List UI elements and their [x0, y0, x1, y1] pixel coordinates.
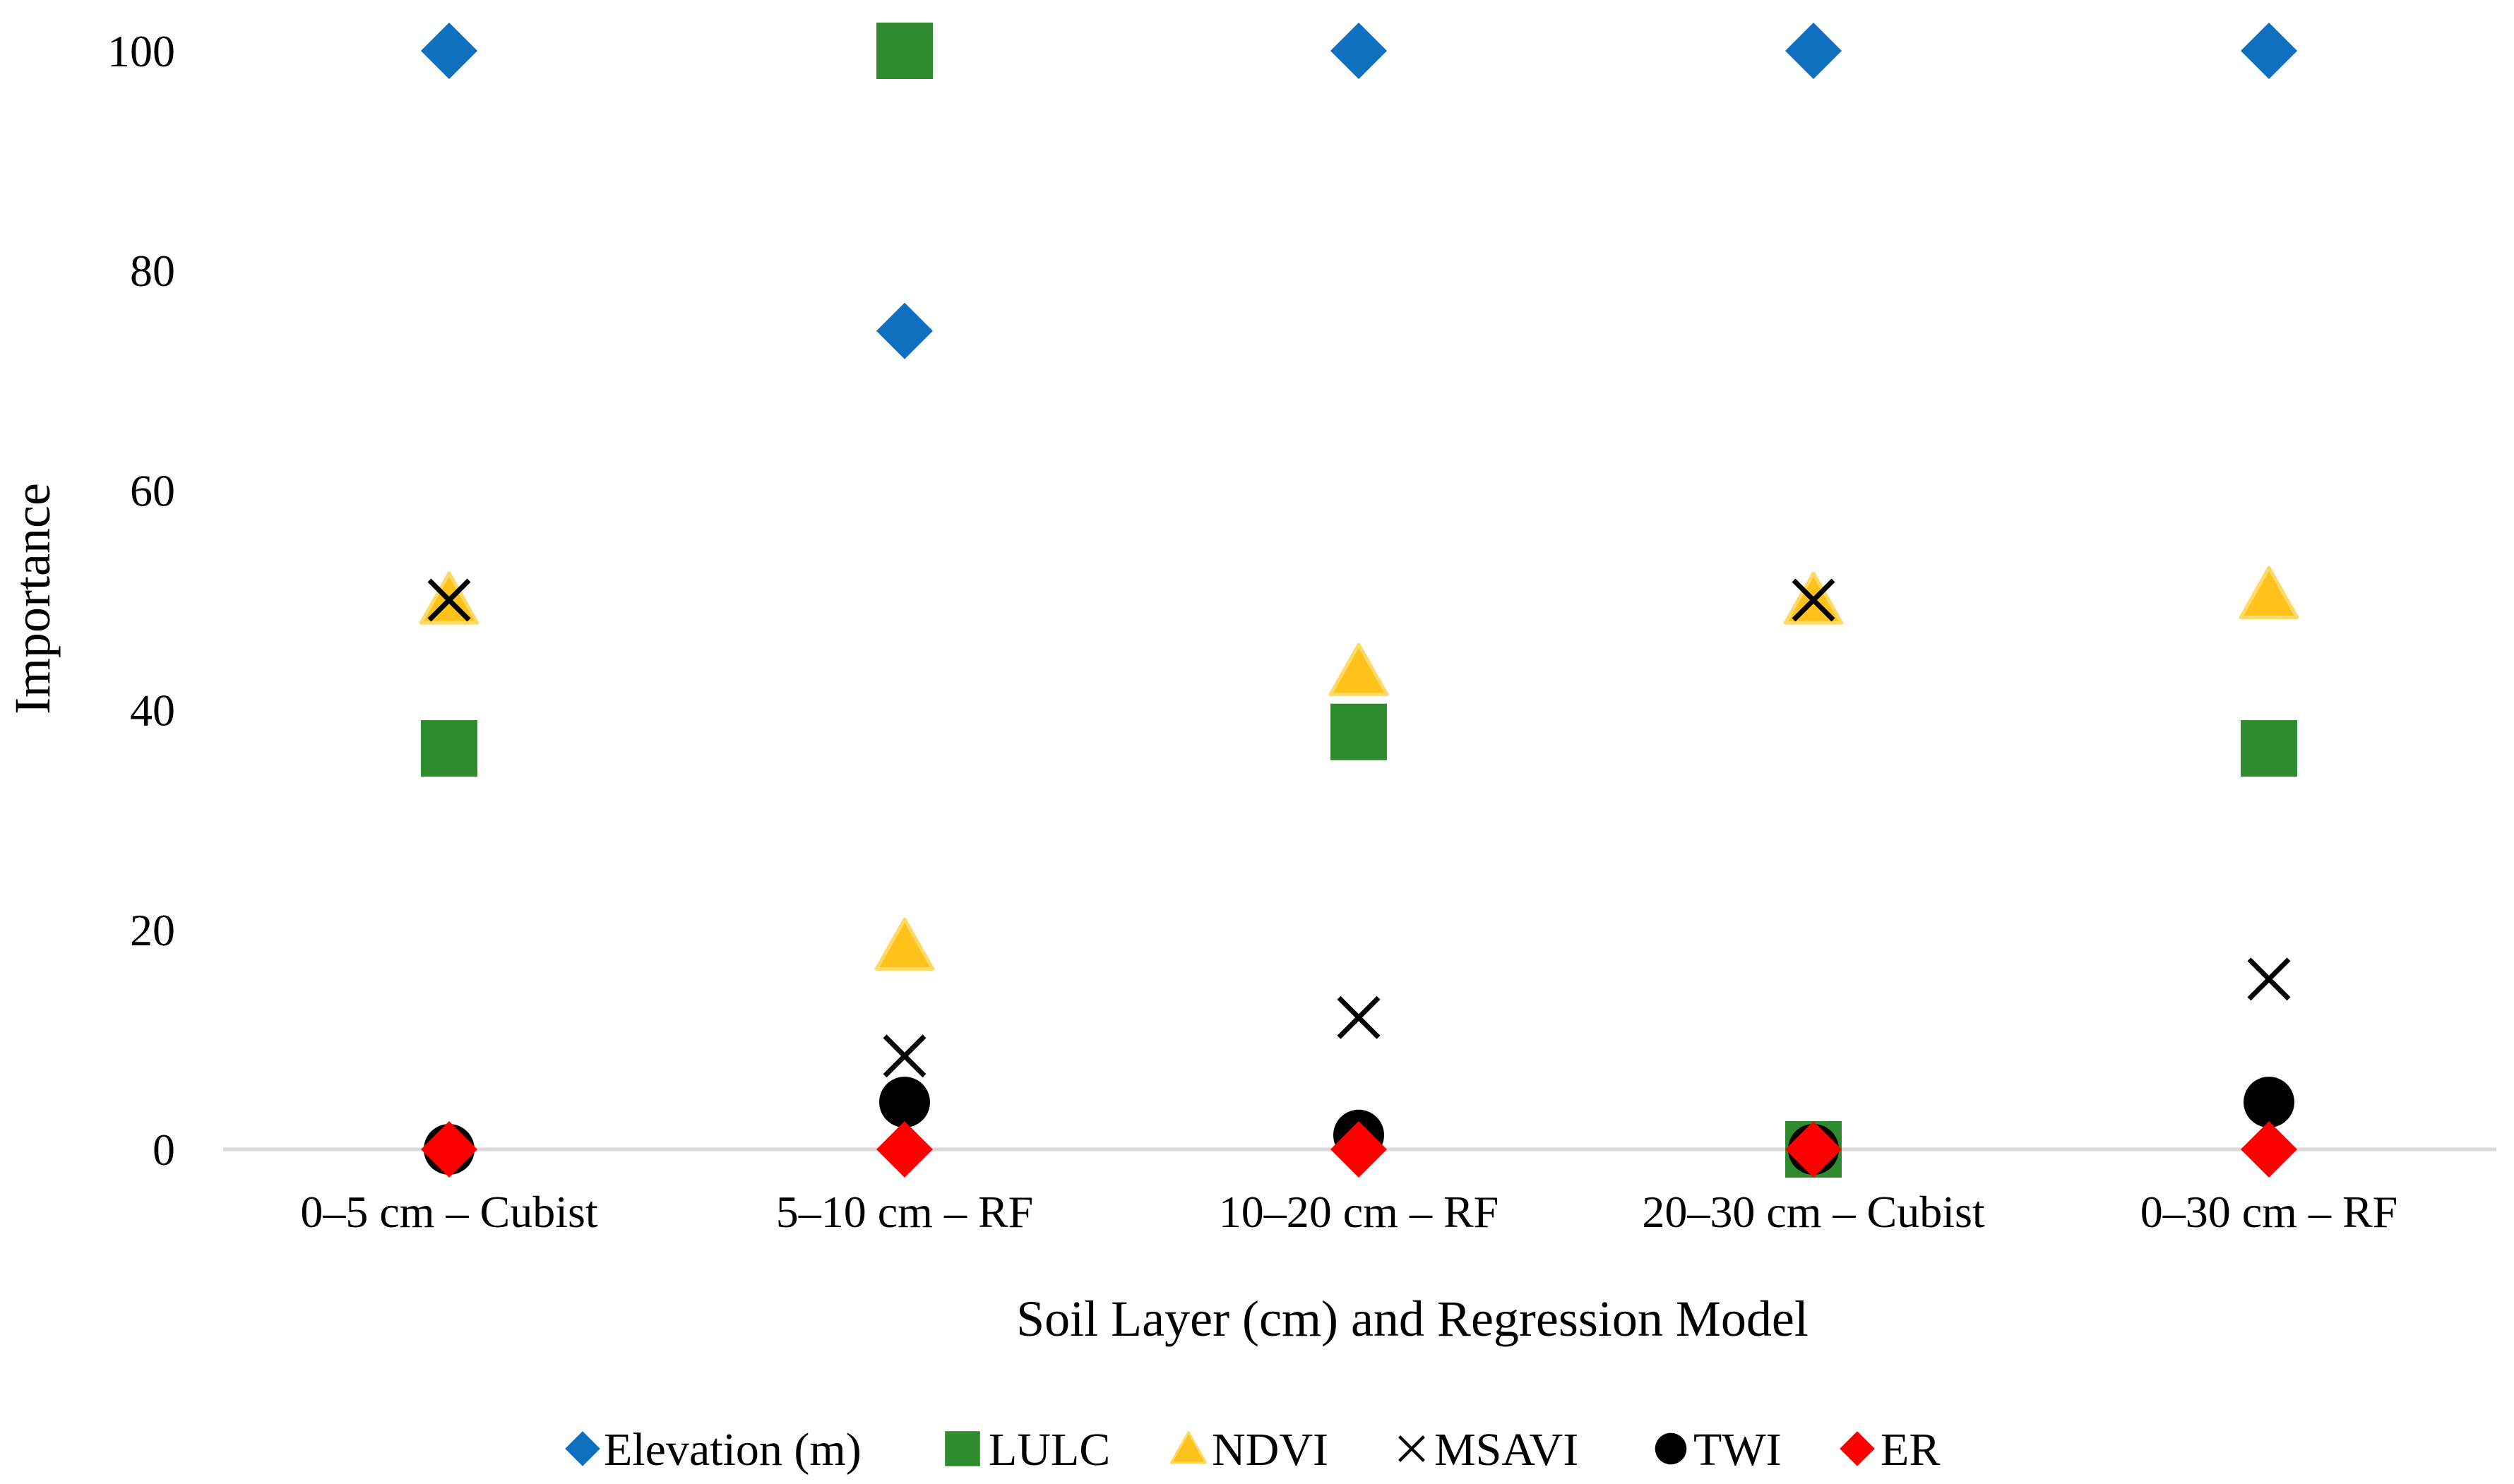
legend-item-elevation-m: Elevation (m): [565, 1424, 862, 1476]
y-tick-label: 20: [130, 905, 175, 955]
point-elevation-m: [421, 23, 477, 79]
point-twi: [879, 1077, 930, 1128]
point-msavi: [2247, 957, 2291, 1001]
legend-label: TWI: [1693, 1424, 1782, 1476]
point-lulc: [1330, 703, 1387, 760]
legend-label: LULC: [989, 1424, 1110, 1476]
point-er: [876, 1121, 933, 1178]
point-msavi: [1792, 578, 1835, 622]
point-er: [1785, 1121, 1842, 1178]
x-axis-tick-labels: 0–5 cm – Cubist 5–10 cm – RF 10–20 cm – RF…: [300, 1187, 2397, 1237]
legend: Elevation (m) LULC NDVI MSAVI TWI ER: [565, 1424, 1940, 1476]
y-tick-label: 40: [130, 686, 175, 736]
legend-marker-elevation-m: [565, 1431, 600, 1466]
point-ndvi: [2239, 566, 2299, 620]
legend-item-msavi: MSAVI: [1398, 1424, 1578, 1476]
point-elevation-m: [2241, 23, 2297, 79]
point-msavi: [883, 1034, 927, 1078]
series-er: [421, 1121, 2297, 1178]
data-points: [419, 23, 2299, 1178]
legend-item-twi: TWI: [1655, 1424, 1782, 1476]
point-lulc: [421, 720, 477, 777]
legend-label: MSAVI: [1434, 1424, 1578, 1476]
point-elevation-m: [1330, 23, 1387, 79]
x-tick-label: 0–5 cm – Cubist: [300, 1187, 598, 1237]
legend-marker-ndvi: [1169, 1430, 1208, 1464]
point-er: [1330, 1121, 1387, 1178]
y-axis-title: Importance: [4, 483, 61, 714]
y-tick-label: 80: [130, 246, 175, 296]
series-lulc: [421, 23, 2297, 1178]
y-tick-label: 100: [107, 26, 175, 76]
legend-item-ndvi: NDVI: [1169, 1424, 1328, 1476]
y-tick-label: 60: [130, 465, 175, 515]
legend-marker-msavi: [1398, 1435, 1425, 1462]
legend-item-er: ER: [1840, 1424, 1940, 1476]
point-elevation-m: [876, 302, 933, 359]
point-ndvi: [1328, 642, 1389, 696]
point-lulc: [876, 23, 933, 79]
legend-label: Elevation (m): [604, 1424, 862, 1476]
point-er: [2241, 1121, 2297, 1178]
legend-marker-lulc: [945, 1431, 980, 1466]
y-tick-label: 0: [153, 1125, 175, 1175]
legend-label: ER: [1881, 1424, 1940, 1476]
legend-label: NDVI: [1212, 1424, 1328, 1476]
point-msavi: [427, 578, 471, 622]
x-tick-label: 10–20 cm – RF: [1219, 1187, 1499, 1237]
x-tick-label: 0–30 cm – RF: [2140, 1187, 2397, 1237]
y-axis-tick-labels: 0 20 40 60 80 100: [107, 26, 175, 1175]
point-er: [421, 1121, 477, 1178]
x-tick-label: 20–30 cm – Cubist: [1642, 1187, 1985, 1237]
point-ndvi: [874, 917, 935, 971]
point-msavi: [1337, 995, 1381, 1039]
legend-marker-twi: [1655, 1432, 1687, 1465]
series-msavi: [427, 578, 2291, 1078]
x-tick-label: 5–10 cm – RF: [776, 1187, 1033, 1237]
point-elevation-m: [1785, 23, 1842, 79]
point-twi: [2244, 1077, 2294, 1128]
point-lulc: [2241, 720, 2297, 777]
series-elevation-m: [421, 23, 2297, 359]
x-axis-title: Soil Layer (cm) and Regression Model: [1016, 1291, 1809, 1347]
legend-item-lulc: LULC: [945, 1424, 1110, 1476]
legend-marker-er: [1840, 1431, 1875, 1466]
